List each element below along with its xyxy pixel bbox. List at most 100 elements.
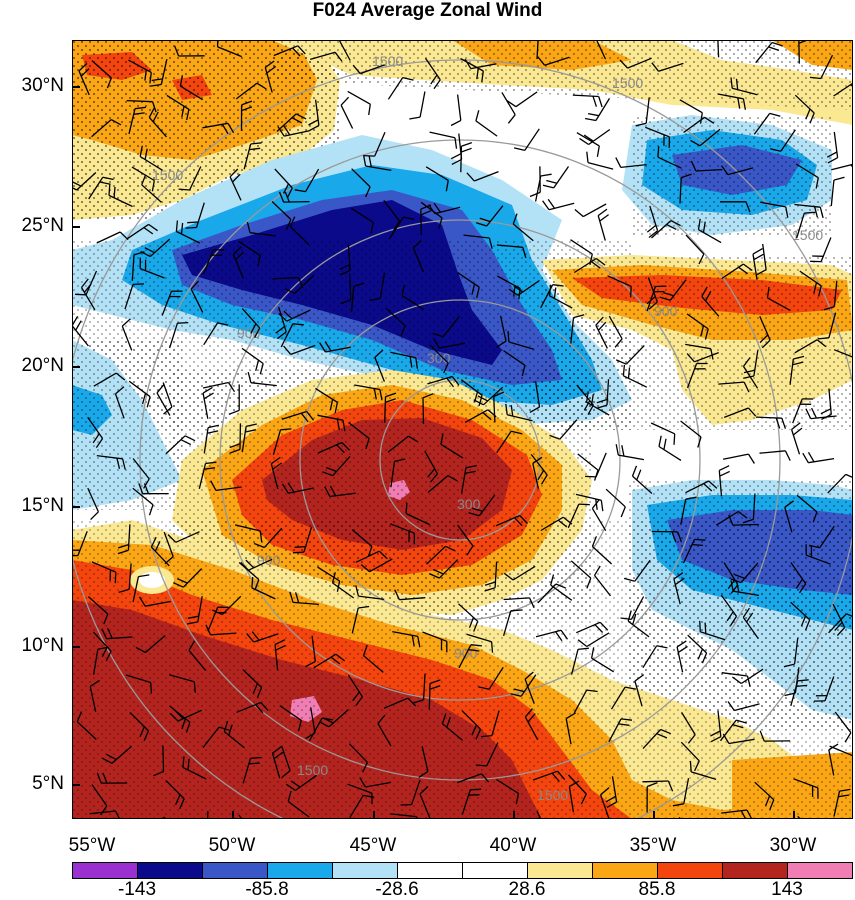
- wind-barb-feather: [756, 269, 767, 276]
- wind-barb-feather: [282, 183, 290, 194]
- wind-barb-shaft: [658, 62, 684, 72]
- wind-barb-shaft: [145, 635, 166, 653]
- wind-barb-shaft: [478, 494, 496, 517]
- wind-barb-shaft: [88, 176, 104, 200]
- wind-barb-shaft: [591, 508, 607, 532]
- map-panel[interactable]: 300 300 900 900 900 900 1500 1500 1500 1…: [72, 40, 853, 819]
- wind-barb-feather: [759, 730, 765, 742]
- wind-barb-feather: [133, 112, 145, 115]
- wind-barb-shaft: [188, 649, 207, 671]
- wind-barb-shaft: [422, 673, 426, 700]
- wind-barb-shaft: [363, 655, 384, 673]
- wind-barb-feather: [83, 283, 92, 293]
- wind-barb-feather: [90, 511, 99, 521]
- wind-barb-shaft: [92, 649, 99, 676]
- wind-barb-feather: [319, 721, 330, 728]
- wind-barb-shaft: [351, 607, 359, 634]
- wind-barb-shaft: [203, 427, 209, 454]
- wind-barb-feather: [143, 478, 150, 489]
- wind-barb-shaft: [383, 200, 401, 222]
- wind-barb-shaft: [494, 561, 498, 588]
- wind-barb-feather: [252, 683, 259, 694]
- wind-barb-shaft: [460, 146, 463, 173]
- wind-barb-feather: [334, 51, 343, 62]
- wind-barb-feather: [670, 220, 681, 227]
- range-ring-label: 300: [457, 496, 481, 512]
- wind-barb-shaft: [348, 273, 352, 300]
- wind-barb-shaft: [679, 177, 682, 204]
- wind-barb-feather: [619, 59, 628, 69]
- wind-barb-feather: [355, 585, 360, 597]
- wind-barb-feather: [771, 41, 783, 47]
- wind-barb-shaft: [595, 324, 608, 349]
- wind-barb-shaft: [93, 372, 117, 387]
- wind-barb-shaft: [808, 457, 835, 464]
- wind-barb-feather: [181, 718, 187, 730]
- wind-barb-shaft: [722, 453, 749, 460]
- wind-barb-feather: [461, 141, 473, 147]
- wind-barb-feather: [253, 542, 265, 549]
- wind-barb-feather: [432, 332, 444, 338]
- wind-barb-shaft: [387, 435, 409, 453]
- wind-barb-feather: [614, 338, 623, 348]
- wind-barb-shaft: [593, 575, 612, 597]
- wind-barb-shaft: [202, 726, 220, 748]
- wind-barb-shaft: [568, 774, 587, 795]
- wind-barb-feather: [471, 283, 476, 295]
- wind-barb-feather: [807, 451, 815, 463]
- wind-barb-shaft: [310, 707, 316, 734]
- wind-barb-shaft: [383, 697, 409, 709]
- wind-barb-feather: [468, 794, 480, 796]
- wind-barb-feather: [362, 644, 368, 656]
- colorbar-segment: [593, 863, 658, 878]
- wind-barb-feather: [433, 568, 444, 575]
- wind-barb-shaft: [89, 686, 97, 712]
- wind-barb-shaft: [734, 703, 760, 712]
- wind-barb-shaft: [389, 523, 415, 534]
- wind-barb-feather: [374, 349, 384, 358]
- wind-barb-shaft: [72, 325, 89, 347]
- wind-barb-shaft: [642, 729, 662, 750]
- lat-tick: [72, 784, 80, 786]
- wind-barb-shaft: [251, 587, 276, 600]
- wind-barb-feather: [178, 188, 190, 191]
- wind-barb-shaft: [111, 745, 133, 764]
- wind-barb-feather: [139, 726, 145, 737]
- wind-barb-feather: [138, 574, 150, 578]
- wind-barb-shaft: [85, 270, 98, 296]
- wind-barb-shaft: [651, 220, 672, 239]
- wind-barb-feather: [663, 291, 674, 297]
- wind-barb-shaft: [311, 635, 316, 662]
- wind-barb-shaft: [420, 201, 443, 219]
- wind-barb-feather: [484, 587, 496, 592]
- wind-barb-shaft: [271, 201, 292, 220]
- wind-barb-feather: [785, 206, 789, 218]
- wind-barb-shaft: [548, 295, 573, 309]
- wind-barb-shaft: [197, 596, 203, 623]
- wind-barb-feather: [547, 198, 556, 209]
- wind-barb-feather: [546, 179, 558, 184]
- wind-barb-feather: [72, 186, 77, 191]
- wind-barb-feather: [400, 325, 406, 337]
- wind-barb-shaft: [385, 307, 406, 327]
- wind-barb-feather: [618, 723, 630, 726]
- wind-barb-shaft: [475, 120, 498, 137]
- wind-barb-shaft: [272, 276, 299, 280]
- wind-barb-shaft: [249, 232, 276, 237]
- wind-barb-feather: [330, 656, 341, 665]
- wind-barb-feather: [578, 503, 590, 506]
- wind-barb-feather: [615, 444, 619, 456]
- wind-barb-feather: [548, 284, 552, 296]
- wind-barb-shaft: [790, 562, 807, 585]
- wind-barb-feather: [585, 475, 597, 478]
- wind-barb-feather: [622, 364, 626, 376]
- wind-barb-feather: [699, 620, 701, 632]
- wind-barb-feather: [270, 456, 281, 465]
- wind-barb-feather: [362, 155, 367, 167]
- wind-barb-shaft: [634, 680, 643, 707]
- wind-barb-shaft: [289, 226, 310, 246]
- lon-tick: [793, 811, 795, 819]
- wind-barb-shaft: [780, 129, 796, 152]
- wind-barb-feather: [76, 711, 83, 722]
- wind-barb-shaft: [685, 343, 711, 350]
